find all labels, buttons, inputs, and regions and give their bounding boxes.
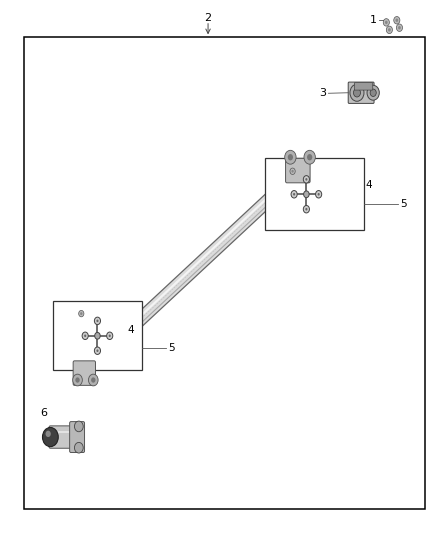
Circle shape: [383, 19, 389, 26]
FancyBboxPatch shape: [70, 422, 85, 453]
Text: 5: 5: [400, 199, 406, 208]
Polygon shape: [82, 165, 304, 376]
Text: 6: 6: [40, 408, 47, 418]
Circle shape: [293, 193, 295, 196]
Circle shape: [73, 374, 82, 386]
Circle shape: [318, 193, 320, 196]
Circle shape: [82, 332, 88, 340]
FancyBboxPatch shape: [49, 426, 76, 448]
Circle shape: [353, 88, 360, 97]
Circle shape: [304, 150, 315, 164]
Circle shape: [74, 421, 83, 432]
Circle shape: [95, 333, 100, 339]
Text: 5: 5: [169, 343, 175, 352]
Circle shape: [94, 347, 100, 354]
Circle shape: [109, 335, 111, 337]
FancyBboxPatch shape: [348, 82, 374, 103]
Text: 4: 4: [366, 181, 372, 190]
FancyBboxPatch shape: [286, 158, 310, 183]
FancyBboxPatch shape: [73, 361, 95, 385]
Circle shape: [396, 24, 403, 31]
Circle shape: [304, 176, 309, 183]
Circle shape: [285, 150, 296, 164]
Bar: [265, 158, 364, 230]
Circle shape: [386, 26, 392, 34]
Circle shape: [96, 320, 99, 322]
Circle shape: [74, 442, 83, 453]
Circle shape: [305, 178, 307, 181]
Circle shape: [106, 332, 113, 340]
FancyBboxPatch shape: [354, 83, 373, 90]
Circle shape: [79, 310, 84, 317]
Circle shape: [88, 374, 98, 386]
Circle shape: [385, 21, 388, 24]
Text: 4: 4: [127, 326, 134, 335]
Text: 1: 1: [370, 15, 377, 25]
Circle shape: [350, 84, 364, 101]
Circle shape: [94, 317, 100, 325]
Circle shape: [80, 312, 82, 315]
Bar: [24, 37, 425, 509]
Circle shape: [388, 28, 391, 31]
Text: 2: 2: [205, 13, 212, 22]
Circle shape: [304, 191, 309, 198]
Circle shape: [394, 17, 400, 24]
Circle shape: [396, 19, 398, 22]
Circle shape: [316, 191, 321, 198]
Circle shape: [291, 191, 297, 198]
Circle shape: [291, 170, 294, 173]
Circle shape: [305, 208, 307, 211]
Circle shape: [96, 350, 99, 352]
Circle shape: [91, 377, 95, 383]
Circle shape: [367, 85, 379, 100]
Circle shape: [398, 26, 401, 29]
Circle shape: [75, 377, 80, 383]
Text: 3: 3: [319, 88, 326, 98]
Circle shape: [46, 431, 51, 437]
Circle shape: [290, 168, 295, 174]
Circle shape: [84, 335, 86, 337]
Circle shape: [307, 154, 312, 160]
Circle shape: [370, 89, 376, 96]
Bar: [53, 301, 142, 370]
Circle shape: [304, 206, 309, 213]
Circle shape: [42, 427, 58, 447]
Circle shape: [288, 154, 293, 160]
